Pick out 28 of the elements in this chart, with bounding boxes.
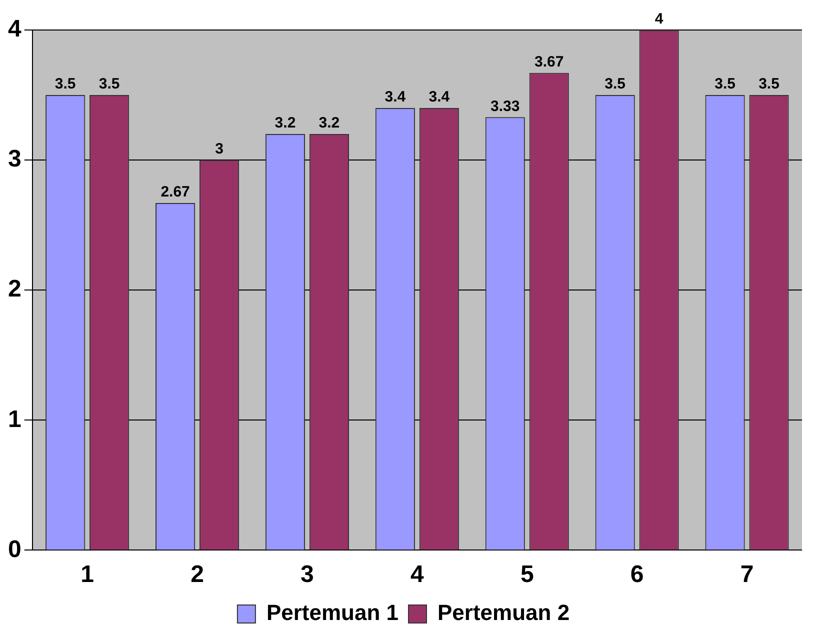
x-tick-label: 1 — [80, 561, 94, 588]
data-label: 3.5 — [54, 76, 76, 93]
data-label: 3.5 — [758, 76, 780, 93]
y-tick-label: 0 — [8, 536, 22, 563]
data-label: 3.5 — [604, 76, 626, 93]
y-tick-label: 1 — [8, 406, 22, 433]
data-label: 3.5 — [714, 76, 736, 93]
data-label: 3.33 — [490, 98, 520, 115]
data-label: 3.4 — [384, 88, 406, 106]
x-tick-label: 7 — [740, 561, 754, 588]
y-tick-label: 2 — [8, 276, 22, 303]
legend-label: Pertemuan 1 — [266, 600, 399, 626]
data-label: 2.67 — [160, 184, 190, 201]
data-label: 3.5 — [98, 76, 120, 93]
data-label: 3.2 — [274, 114, 296, 132]
data-label: 4 — [654, 10, 664, 28]
y-tick-label: 3 — [8, 146, 22, 173]
x-tick-label: 3 — [300, 561, 314, 588]
data-label: 3.67 — [534, 54, 564, 71]
legend-label: Pertemuan 2 — [438, 600, 570, 626]
data-label: 3 — [215, 140, 224, 158]
x-tick-label: 4 — [410, 561, 424, 588]
x-tick-label: 5 — [520, 561, 534, 588]
y-tick-label: 4 — [8, 16, 22, 43]
data-label: 3.4 — [428, 88, 450, 106]
x-tick-label: 6 — [630, 561, 644, 588]
x-tick-label: 2 — [190, 561, 204, 588]
data-label: 3.2 — [318, 114, 340, 132]
